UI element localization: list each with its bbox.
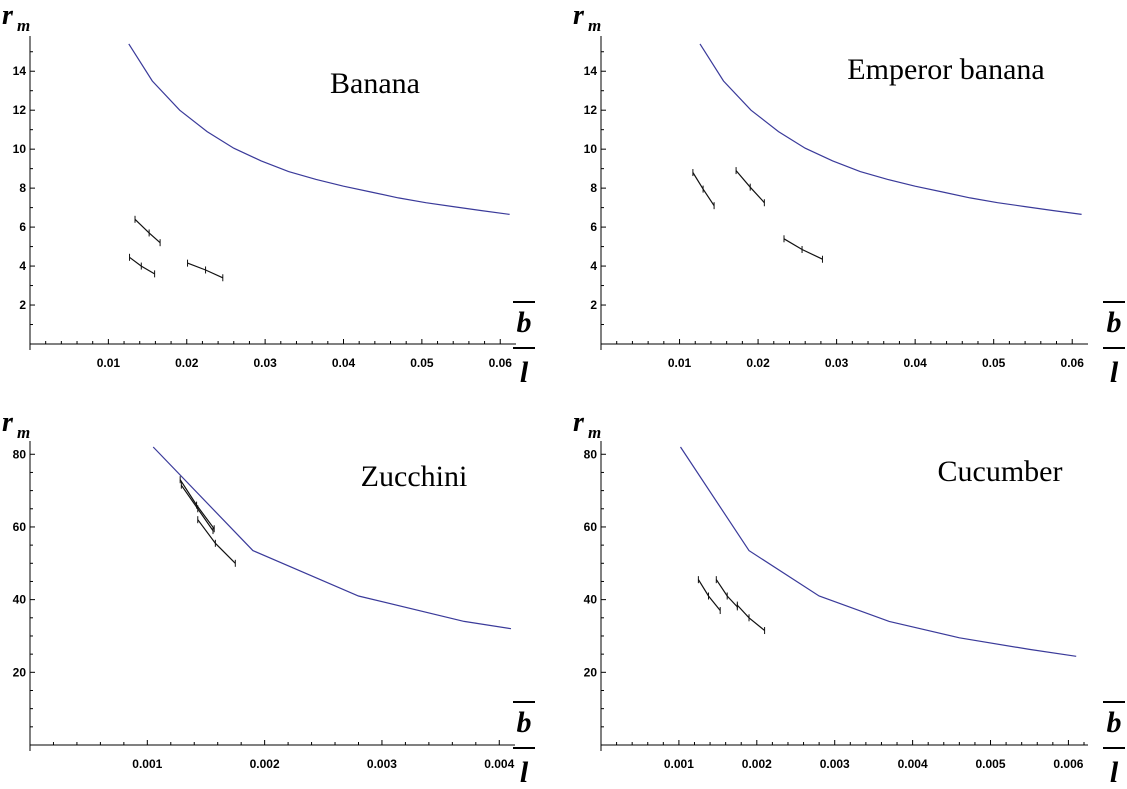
y-tick-label: 60 bbox=[584, 520, 598, 534]
x-tick-label: 0.004 bbox=[484, 757, 514, 771]
x-label-numerator: b bbox=[1107, 306, 1122, 339]
y-tick-label: 40 bbox=[584, 593, 598, 607]
x-label-denominator: l bbox=[520, 356, 529, 389]
x-axis-label: bl bbox=[513, 301, 535, 389]
model-curve bbox=[679, 446, 1077, 657]
x-tick-label: 0.003 bbox=[820, 757, 850, 771]
y-axis-label: r bbox=[573, 407, 585, 438]
x-label-numerator: b bbox=[517, 706, 532, 739]
y-tick-label: 6 bbox=[590, 220, 597, 234]
x-tick-label: 0.04 bbox=[332, 356, 356, 370]
x-axis-label: bl bbox=[1103, 701, 1125, 789]
chart-panel-1: 0.01 0.02 0.03 0.04 0.05 0.06 2 4 6 8 10 12 14 Banana… bbox=[2, 0, 535, 389]
measurement-segment bbox=[715, 576, 738, 611]
x-tick-label: 0.004 bbox=[898, 757, 928, 771]
x-tick-label: 0.005 bbox=[976, 757, 1006, 771]
chart-title: Cucumber bbox=[938, 455, 1063, 488]
chart-title: Emperor banana bbox=[847, 53, 1044, 86]
measurement-segment bbox=[697, 576, 721, 615]
x-label-numerator: b bbox=[517, 306, 532, 339]
model-curve bbox=[128, 43, 510, 215]
x-label-denominator: l bbox=[1110, 356, 1119, 389]
x-label-numerator: b bbox=[1107, 706, 1122, 739]
measurement-segment bbox=[735, 167, 765, 207]
y-tick-label: 4 bbox=[590, 259, 597, 273]
segment-line bbox=[129, 256, 155, 275]
x-tick-label: 0.02 bbox=[175, 356, 199, 370]
segment-line bbox=[697, 579, 721, 611]
y-axis-label-subscript: m bbox=[588, 16, 601, 35]
measurement-segment bbox=[134, 215, 161, 247]
x-tick-label: 0.001 bbox=[664, 757, 694, 771]
chart-panel-2: 0.01 0.02 0.03 0.04 0.05 0.06 2 4 6 8 10 12 14 Empero… bbox=[573, 0, 1125, 389]
measurement-segment bbox=[692, 169, 715, 210]
chart-title: Banana bbox=[330, 67, 420, 100]
x-tick-label: 0.006 bbox=[1053, 757, 1083, 771]
x-tick-label: 0.06 bbox=[489, 356, 513, 370]
x-tick-label: 0.04 bbox=[903, 356, 927, 370]
y-tick-label: 10 bbox=[13, 142, 27, 156]
segment-line bbox=[134, 218, 161, 244]
measurement-segment bbox=[129, 253, 156, 278]
x-tick-label: 0.06 bbox=[1061, 356, 1085, 370]
x-tick-label: 0.002 bbox=[742, 757, 772, 771]
y-tick-label: 40 bbox=[13, 593, 27, 607]
x-tick-label: 0.01 bbox=[97, 356, 121, 370]
y-tick-label: 6 bbox=[19, 220, 26, 234]
chart-panel-3: 0.001 0.002 0.003 0.004 20 40 60 80 Zucchini r m bl bbox=[2, 407, 535, 789]
y-tick-label: 4 bbox=[19, 259, 26, 273]
x-tick-label: 0.03 bbox=[253, 356, 277, 370]
y-axis-label: r bbox=[2, 407, 14, 438]
y-axis-label-subscript: m bbox=[588, 423, 601, 442]
x-tick-label: 0.001 bbox=[132, 757, 162, 771]
y-tick-label: 2 bbox=[590, 298, 597, 312]
y-tick-label: 20 bbox=[13, 665, 27, 679]
model-curve bbox=[152, 446, 512, 630]
x-tick-label: 0.05 bbox=[982, 356, 1006, 370]
segment-line bbox=[783, 238, 823, 260]
y-tick-label: 60 bbox=[13, 520, 27, 534]
y-tick-label: 80 bbox=[584, 447, 598, 461]
y-tick-label: 10 bbox=[584, 142, 598, 156]
x-axis-label: bl bbox=[513, 701, 535, 789]
x-tick-label: 0.02 bbox=[746, 356, 770, 370]
y-tick-label: 2 bbox=[19, 298, 26, 312]
chart-title: Zucchini bbox=[361, 460, 468, 493]
measurement-segment bbox=[180, 481, 214, 535]
x-tick-label: 0.01 bbox=[668, 356, 692, 370]
measurement-segment bbox=[187, 259, 224, 282]
y-axis-label-subscript: m bbox=[17, 16, 30, 35]
x-axis-label: bl bbox=[1103, 301, 1125, 389]
segment-line bbox=[736, 604, 765, 631]
y-tick-label: 12 bbox=[584, 103, 598, 117]
measurement-segment bbox=[736, 601, 766, 635]
y-tick-label: 8 bbox=[19, 181, 26, 195]
y-tick-label: 14 bbox=[13, 64, 27, 78]
y-tick-label: 80 bbox=[13, 447, 27, 461]
y-tick-label: 8 bbox=[590, 181, 597, 195]
y-tick-label: 12 bbox=[13, 103, 27, 117]
y-axis-label: r bbox=[2, 0, 14, 31]
x-tick-label: 0.003 bbox=[367, 757, 397, 771]
x-tick-label: 0.05 bbox=[410, 356, 434, 370]
x-label-denominator: l bbox=[1110, 756, 1119, 789]
measurement-segment bbox=[197, 516, 236, 567]
model-curve bbox=[699, 43, 1082, 215]
x-tick-label: 0.03 bbox=[825, 356, 849, 370]
x-tick-label: 0.002 bbox=[250, 757, 280, 771]
y-axis-label: r bbox=[573, 0, 585, 31]
measurement-segment bbox=[783, 235, 823, 263]
chart-panel-4: 0.001 0.002 0.003 0.004 0.005 0.006 20 40 60 80 Cu… bbox=[573, 407, 1125, 789]
y-axis-label-subscript: m bbox=[17, 423, 30, 442]
y-tick-label: 14 bbox=[584, 64, 598, 78]
y-tick-label: 20 bbox=[584, 665, 598, 679]
x-label-denominator: l bbox=[520, 756, 529, 789]
